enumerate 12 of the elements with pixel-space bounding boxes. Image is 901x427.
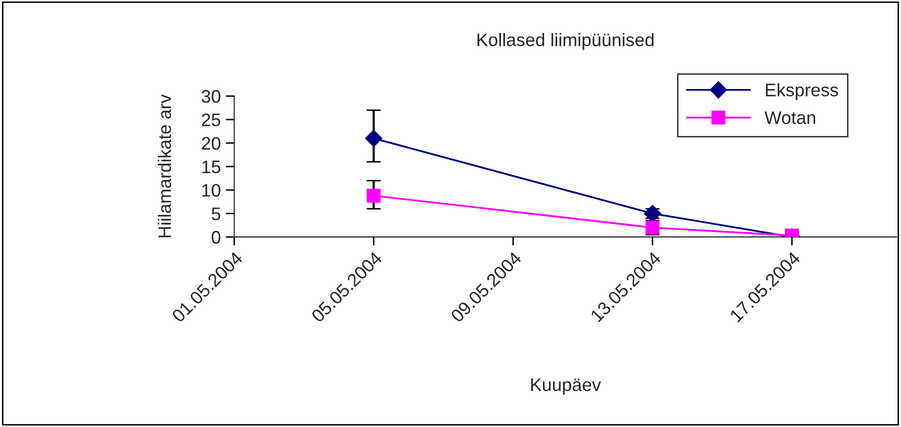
legend-label: Ekspress — [766, 83, 838, 100]
y-tick-label: 10 — [202, 184, 220, 197]
legend-label: Wotan — [764, 111, 816, 124]
x-axis-title: Kuupäev — [531, 378, 601, 395]
y-tick-label: 30 — [202, 90, 220, 103]
y-axis-title: Hiilamardikate arv — [158, 94, 172, 238]
chart-title: Kollased liimipüünised — [478, 32, 654, 50]
y-tick-label: 5 — [212, 208, 220, 220]
y-tick-label: 20 — [202, 136, 220, 150]
y-tick-label: 15 — [202, 160, 220, 174]
y-tick-label: 25 — [202, 113, 220, 126]
y-tick-label: 0 — [212, 230, 220, 244]
